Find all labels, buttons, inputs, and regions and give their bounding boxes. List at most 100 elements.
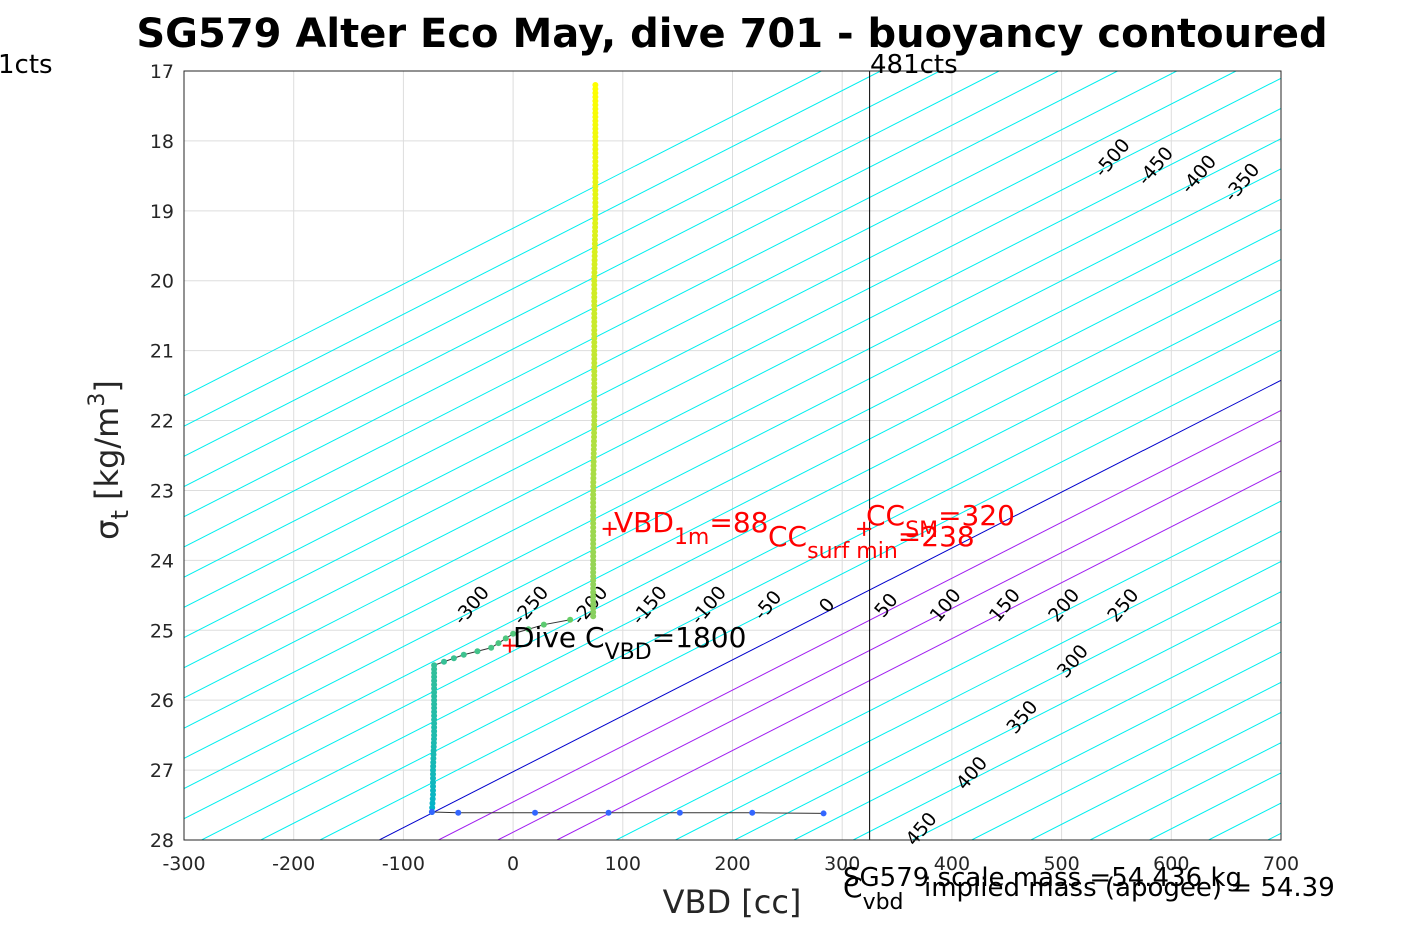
contour-line (184, 77, 1281, 639)
data-point (592, 146, 599, 153)
contour-line (438, 409, 1281, 840)
data-point (591, 285, 598, 292)
contour-line (971, 681, 1281, 840)
svg-text:σt [kg/m3]: σt [kg/m3] (85, 380, 134, 540)
implied-mass-text: implied mass (apogee) = 54.39 (924, 873, 1335, 903)
left-cts-label: 1cts (0, 50, 53, 80)
y-tick-label: 20 (150, 271, 174, 293)
data-point (590, 524, 597, 531)
data-point (591, 392, 598, 399)
x-tick-labels: -300 -200 -100 0 100 200 300 400 500 600 700 (162, 853, 1299, 875)
data-point (592, 203, 599, 210)
data-point (590, 528, 597, 535)
data-point (591, 339, 598, 346)
data-point (592, 170, 599, 177)
y-tick-label: 26 (150, 690, 174, 712)
contour-line (793, 591, 1281, 840)
data-point (591, 351, 598, 358)
contour-line (379, 379, 1281, 840)
contour-line (184, 71, 822, 397)
buoyancy-contours (184, 71, 1417, 840)
data-point (440, 658, 447, 665)
data-point (590, 491, 597, 498)
data-point (592, 174, 599, 181)
data-point (591, 372, 598, 379)
data-point (591, 388, 598, 395)
data-point (591, 314, 598, 321)
contour-line (734, 560, 1281, 840)
vbd1m-annotation: VBD1m=88 (614, 506, 768, 550)
ccsurf-annotation: CCsurf min=238 (768, 520, 975, 564)
data-point (591, 343, 598, 350)
data-point (591, 294, 598, 301)
data-point (460, 651, 467, 658)
data-point (590, 613, 597, 620)
data-point (591, 335, 598, 342)
data-point (488, 644, 495, 651)
data-point (429, 804, 436, 811)
markers (502, 521, 872, 653)
data-point (590, 520, 597, 527)
data-point (532, 809, 539, 816)
x-tick-label: 0 (507, 853, 519, 875)
data-point (590, 545, 597, 552)
y-tick-label: 27 (150, 760, 174, 782)
data-point (592, 162, 599, 169)
data-point (749, 809, 756, 816)
y-tick-label: 19 (150, 201, 174, 223)
contour-line (184, 71, 1118, 548)
data-point (676, 809, 683, 816)
contour-line (1267, 832, 1281, 840)
contour-line (260, 319, 1281, 840)
x-tick-label: 600 (1153, 853, 1189, 875)
contour-line (1386, 71, 1417, 840)
y-tick-labels: 17 18 19 20 21 22 23 24 25 26 27 28 (150, 61, 174, 852)
data-point (590, 503, 597, 510)
dive-cvbd-annotation: Dive CVBD=1800 (513, 621, 746, 665)
contour-line (184, 107, 1281, 669)
data-point (591, 359, 598, 366)
x-tick-label: 100 (605, 853, 641, 875)
y-tick-label: 21 (150, 341, 174, 363)
y-axis-label: σt [kg/m3] (85, 380, 134, 540)
contour-line (675, 530, 1281, 840)
data-point (591, 376, 598, 383)
data-point (590, 512, 597, 519)
data-point (591, 396, 598, 403)
data-point (592, 183, 599, 190)
contour-line (1327, 71, 1417, 840)
data-point (592, 179, 599, 186)
data-point (820, 810, 827, 817)
data-point (605, 809, 612, 816)
data-point (474, 648, 481, 655)
contour-line (184, 168, 1281, 729)
data-point (591, 368, 598, 375)
contour-line (912, 651, 1281, 840)
contour-line (319, 349, 1281, 840)
x-tick-label: -100 (382, 853, 425, 875)
contour-line (184, 71, 1237, 608)
y-tick-label: 17 (150, 61, 174, 83)
data-point (590, 549, 597, 556)
data-point (592, 158, 599, 165)
plus-marker (857, 521, 872, 536)
data-point (591, 277, 598, 284)
contour-line (184, 71, 941, 457)
plus-marker (502, 638, 517, 653)
data-point (591, 306, 598, 313)
data-point (591, 302, 598, 309)
contour-line (615, 500, 1281, 840)
contour-line (852, 621, 1281, 840)
data-point (591, 322, 598, 329)
data-series (428, 81, 827, 817)
data-point (590, 516, 597, 523)
data-point (591, 281, 598, 288)
data-point (591, 318, 598, 325)
x-tick-label: 300 (824, 853, 860, 875)
contour-line (184, 71, 1000, 488)
data-point (592, 150, 599, 157)
data-point (591, 355, 598, 362)
y-tick-label: 28 (150, 830, 174, 852)
data-point (591, 364, 598, 371)
